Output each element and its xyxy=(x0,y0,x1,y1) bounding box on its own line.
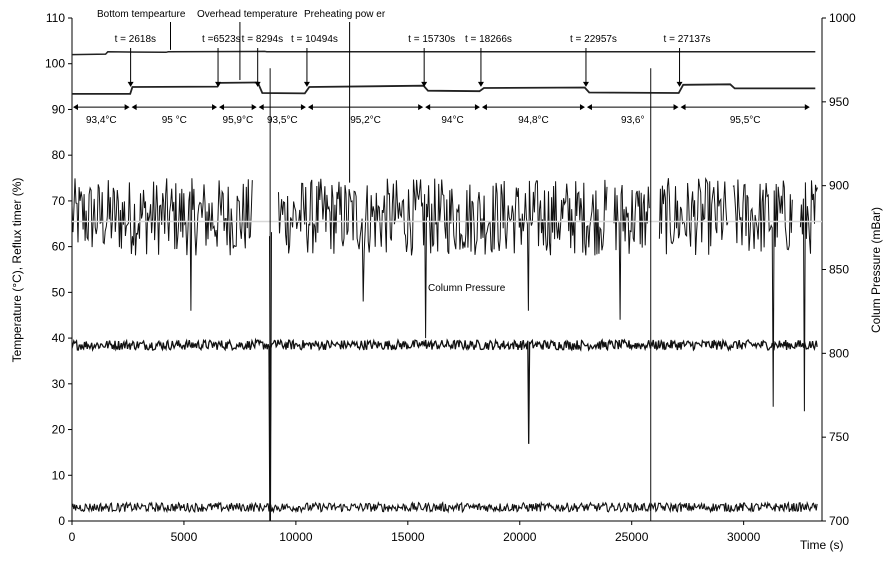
left-tick-label: 60 xyxy=(52,240,66,254)
segment-label: 94°C xyxy=(441,115,463,126)
segment-arrowhead xyxy=(481,104,487,111)
column-pressure-line xyxy=(71,337,818,522)
left-tick-label: 30 xyxy=(52,377,66,391)
x-tick-label: 5000 xyxy=(171,530,198,544)
segment-label: 95,9°C xyxy=(223,115,254,126)
time-marker-label: t = 2618s xyxy=(115,34,156,45)
segment-arrowhead xyxy=(586,104,592,111)
time-marker-label: t = 15730s xyxy=(408,34,455,45)
segment-label: 95,2°C xyxy=(350,115,381,126)
time-marker-label: t = 10494s xyxy=(291,34,338,45)
segment-arrowhead xyxy=(804,104,810,111)
left-tick-label: 70 xyxy=(52,194,66,208)
left-tick-label: 90 xyxy=(52,102,66,116)
left-tick-label: 40 xyxy=(52,331,66,345)
bottom-temperature-line xyxy=(72,81,816,95)
right-y-axis-label: Colum Pressure (mBar) xyxy=(869,207,883,333)
x-tick-label: 30000 xyxy=(727,530,761,544)
overhead-temperature-line xyxy=(71,50,816,56)
segment-arrowhead xyxy=(131,104,137,111)
x-tick-label: 25000 xyxy=(615,530,649,544)
x-tick-label: 20000 xyxy=(503,530,537,544)
left-tick-labels: 0 10 20 30 40 50 60 70 80 90 100 110 xyxy=(45,11,72,528)
segment-arrowhead xyxy=(579,104,585,111)
time-marker-arrowhead xyxy=(127,81,134,87)
segment-arrowhead xyxy=(251,104,257,111)
segment-arrowhead xyxy=(680,104,686,111)
column-pressure-label: Column Pressure xyxy=(428,283,506,294)
time-marker-label: t = 8294s xyxy=(242,34,283,45)
right-tick-label: 800 xyxy=(829,346,849,360)
segment-arrowhead xyxy=(219,104,225,111)
time-marker-arrowhead xyxy=(582,81,589,87)
segment-label: 95 °C xyxy=(162,115,187,126)
segment-label: 95,5°C xyxy=(730,115,761,126)
time-marker-arrowhead xyxy=(421,81,428,87)
bottom-temperature-label: Bottom tempearture xyxy=(97,9,186,20)
segment-arrowhead xyxy=(212,104,218,111)
segment-label: 93,6° xyxy=(621,115,644,126)
time-marker-arrowhead xyxy=(215,81,222,87)
segment-arrowhead xyxy=(474,104,480,111)
segment-arrowhead xyxy=(673,104,679,111)
right-tick-label: 700 xyxy=(829,514,849,528)
segment-arrowhead xyxy=(300,104,306,111)
time-marker-label: t = 27137s xyxy=(664,34,711,45)
right-tick-label: 900 xyxy=(829,179,849,193)
annotation-group: t = 2618s t =6523s t = 8294s t = 10494s t = … xyxy=(73,22,810,183)
segment-label: 94,8°C xyxy=(518,115,549,126)
reflux-timer-line xyxy=(71,177,818,522)
segment-arrowhead xyxy=(307,104,313,111)
left-tick-label: 20 xyxy=(52,423,66,437)
segment-label: 93,5°C xyxy=(267,115,298,126)
segment-arrowhead xyxy=(258,104,264,111)
plot-frame xyxy=(71,18,823,522)
time-marker-arrowhead xyxy=(477,81,484,87)
left-tick-label: 0 xyxy=(58,514,65,528)
segment-arrowhead xyxy=(124,104,130,111)
x-tick-label: 10000 xyxy=(279,530,313,544)
segment-arrowhead xyxy=(418,104,424,111)
preheating-power-line xyxy=(71,500,818,514)
time-marker-arrowhead xyxy=(676,81,683,87)
time-marker-label: t = 18266s xyxy=(465,34,512,45)
time-marker-label: t = 22957s xyxy=(570,34,617,45)
time-marker-arrowhead xyxy=(254,81,261,87)
overhead-temperature-label: Overhead temperature xyxy=(197,9,298,20)
left-tick-label: 10 xyxy=(52,468,66,482)
right-tick-labels: 700 750 800 850 900 950 1000 xyxy=(822,11,856,528)
right-tick-label: 750 xyxy=(829,430,849,444)
x-tick-label: 0 xyxy=(69,530,76,544)
x-tick-label: 15000 xyxy=(391,530,425,544)
preheating-power-label: Preheating pow er xyxy=(304,9,386,20)
right-tick-label: 1000 xyxy=(829,11,856,25)
time-marker-label: t =6523s xyxy=(202,34,241,45)
x-axis-label: Time (s) xyxy=(800,538,844,552)
time-marker-arrowhead xyxy=(303,81,310,87)
left-tick-label: 50 xyxy=(52,285,66,299)
segment-arrowhead xyxy=(73,104,78,111)
segment-arrowhead xyxy=(425,104,431,111)
left-tick-label: 110 xyxy=(46,11,65,25)
right-tick-label: 850 xyxy=(829,263,849,277)
right-tick-label: 950 xyxy=(829,95,849,109)
left-tick-label: 100 xyxy=(45,57,65,71)
left-tick-label: 80 xyxy=(52,148,66,162)
left-y-axis-label: Temperature (°C), Reflux timer (%) xyxy=(10,178,24,363)
x-tick-labels: 0 5000 10000 15000 20000 25000 30000 xyxy=(69,521,761,544)
segment-label: 93,4°C xyxy=(86,115,117,126)
